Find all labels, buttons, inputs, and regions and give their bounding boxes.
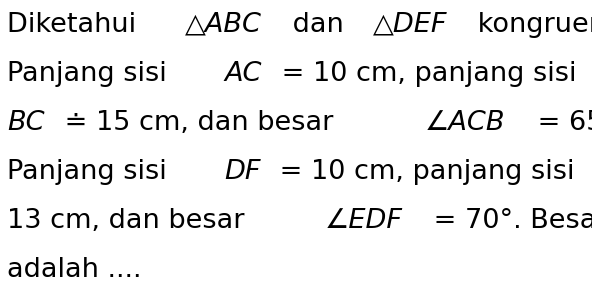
Text: ∠EDF: ∠EDF (324, 208, 403, 234)
Text: Diketahui: Diketahui (7, 12, 145, 38)
Text: Panjang sisi: Panjang sisi (7, 159, 175, 185)
Text: ≐ 15 cm, dan besar: ≐ 15 cm, dan besar (56, 110, 342, 136)
Text: dan: dan (284, 12, 353, 38)
Text: AC: AC (224, 61, 262, 87)
Text: adalah ....: adalah .... (7, 257, 141, 283)
Text: BC: BC (7, 110, 45, 136)
Text: = 10 cm, panjang sisi: = 10 cm, panjang sisi (272, 159, 584, 185)
Text: Panjang sisi: Panjang sisi (7, 61, 175, 87)
Text: kongruen.: kongruen. (468, 12, 592, 38)
Text: 13 cm, dan besar: 13 cm, dan besar (7, 208, 253, 234)
Text: = 10 cm, panjang sisi: = 10 cm, panjang sisi (273, 61, 576, 87)
Text: △DEF: △DEF (372, 12, 447, 38)
Text: DF: DF (224, 159, 261, 185)
Text: △ABC: △ABC (185, 12, 262, 38)
Text: = 70°. Besar: = 70°. Besar (425, 208, 592, 234)
Text: = 65°.: = 65°. (529, 110, 592, 136)
Text: ∠ACB: ∠ACB (424, 110, 505, 136)
